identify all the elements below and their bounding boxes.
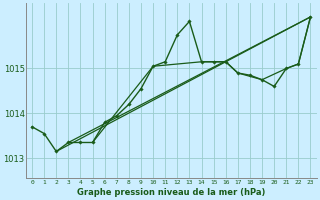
X-axis label: Graphe pression niveau de la mer (hPa): Graphe pression niveau de la mer (hPa) [77, 188, 266, 197]
